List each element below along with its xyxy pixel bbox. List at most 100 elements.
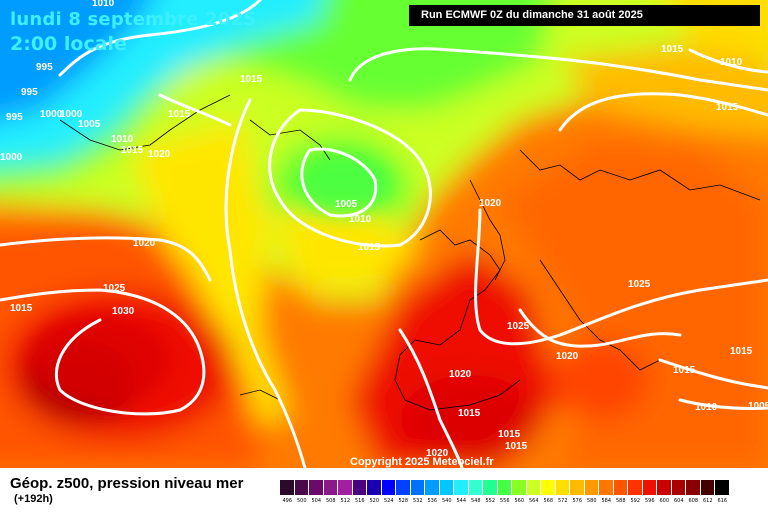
color-scale-label: 496 [282, 498, 293, 504]
color-swatch [280, 480, 295, 495]
color-scale-label: 548 [470, 498, 481, 504]
svg-text:1010: 1010 [349, 214, 372, 225]
color-scale-label: 580 [586, 498, 597, 504]
color-swatch [715, 480, 730, 495]
color-scale-label: 540 [441, 498, 452, 504]
color-swatch [439, 480, 454, 495]
color-swatch [338, 480, 353, 495]
svg-text:1015: 1015 [121, 145, 144, 156]
color-scale-label: 596 [644, 498, 655, 504]
color-scale-label: 500 [296, 498, 307, 504]
forecast-time: 2:00 locale [10, 33, 127, 55]
color-scale-label: 512 [340, 498, 351, 504]
svg-text:1020: 1020 [426, 448, 449, 459]
color-scale-label: 584 [601, 498, 612, 504]
svg-text:1020: 1020 [148, 149, 171, 160]
color-scale-label: 504 [311, 498, 322, 504]
color-swatch [381, 480, 396, 495]
color-scale-label: 524 [383, 498, 394, 504]
color-swatch [599, 480, 614, 495]
svg-text:995: 995 [21, 87, 38, 98]
svg-text:1025: 1025 [507, 321, 530, 332]
color-scale-label: 572 [557, 498, 568, 504]
color-swatch [570, 480, 585, 495]
pressure-map: 1010 1015 1015 995 995 995 1000 1000 100… [0, 0, 768, 468]
svg-text:1015: 1015 [458, 408, 481, 419]
forecast-hour: (+192h) [14, 493, 53, 505]
svg-text:1015: 1015 [730, 346, 753, 357]
svg-text:1005: 1005 [748, 401, 768, 412]
svg-text:1015: 1015 [168, 109, 191, 120]
color-scale-label: 528 [398, 498, 409, 504]
color-scale-label: 536 [427, 498, 438, 504]
color-scale-labels: 496 500 504 508 512 516 520 524 528 532 536 540 544 5… [280, 498, 730, 504]
color-scale-label: 604 [673, 498, 684, 504]
color-scale-label: 600 [659, 498, 670, 504]
forecast-date: lundi 8 septembre 2025 [10, 9, 257, 30]
svg-text:1015: 1015 [498, 429, 521, 440]
color-swatch [294, 480, 309, 495]
svg-text:1020: 1020 [133, 238, 156, 249]
svg-text:1015: 1015 [673, 365, 696, 376]
svg-text:1000: 1000 [0, 152, 23, 163]
color-scale-label: 552 [485, 498, 496, 504]
color-swatch [425, 480, 440, 495]
color-scale-label: 516 [354, 498, 365, 504]
color-swatch [613, 480, 628, 495]
color-scale-label: 564 [528, 498, 539, 504]
svg-text:1010: 1010 [111, 134, 134, 145]
svg-text:995: 995 [6, 112, 23, 123]
color-scale-label: 616 [717, 498, 728, 504]
svg-text:1015: 1015 [505, 441, 528, 452]
svg-text:1010: 1010 [720, 57, 743, 68]
color-scale [280, 480, 730, 495]
svg-text:1030: 1030 [112, 306, 135, 317]
svg-text:995: 995 [36, 62, 53, 73]
color-swatch [512, 480, 527, 495]
svg-text:1000: 1000 [60, 109, 83, 120]
color-swatch [468, 480, 483, 495]
color-scale-label: 568 [543, 498, 554, 504]
color-swatch [497, 480, 512, 495]
svg-text:1015: 1015 [358, 242, 381, 253]
color-swatch [671, 480, 686, 495]
color-swatch [367, 480, 382, 495]
color-scale-label: 544 [456, 498, 467, 504]
color-swatch [555, 480, 570, 495]
svg-text:1025: 1025 [628, 279, 651, 290]
color-swatch [323, 480, 338, 495]
svg-text:1020: 1020 [556, 351, 579, 362]
color-swatch [700, 480, 715, 495]
legend-bar: Géop. z500, pression niveau mer (+192h) … [0, 468, 768, 512]
color-scale-label: 588 [615, 498, 626, 504]
svg-text:1005: 1005 [335, 199, 358, 210]
color-swatch [396, 480, 411, 495]
color-swatch [541, 480, 556, 495]
color-scale-label: 576 [572, 498, 583, 504]
svg-text:1020: 1020 [479, 198, 502, 209]
svg-text:1010: 1010 [695, 402, 718, 413]
color-swatch [309, 480, 324, 495]
color-scale-label: 508 [325, 498, 336, 504]
isobar-labels: 1010 1015 1015 995 995 995 1000 1000 100… [0, 0, 768, 459]
legend-title: Géop. z500, pression niveau mer [10, 475, 244, 492]
color-swatch [454, 480, 469, 495]
color-scale-label: 532 [412, 498, 423, 504]
color-swatch [483, 480, 498, 495]
svg-text:1015: 1015 [661, 44, 684, 55]
map-canvas: 1010 1015 1015 995 995 995 1000 1000 100… [0, 0, 768, 468]
color-swatch [352, 480, 367, 495]
color-swatch [642, 480, 657, 495]
svg-text:1005: 1005 [78, 119, 101, 130]
color-swatch [584, 480, 599, 495]
color-scale-label: 556 [499, 498, 510, 504]
copyright: Copyright 2025 Meteociel.fr [350, 456, 494, 468]
svg-text:1015: 1015 [10, 303, 33, 314]
color-scale-label: 592 [630, 498, 641, 504]
svg-text:1020: 1020 [449, 369, 472, 380]
svg-text:1000: 1000 [40, 109, 63, 120]
color-scale-label: 612 [702, 498, 713, 504]
isobar-lines [0, 0, 768, 468]
svg-text:1025: 1025 [103, 283, 126, 294]
